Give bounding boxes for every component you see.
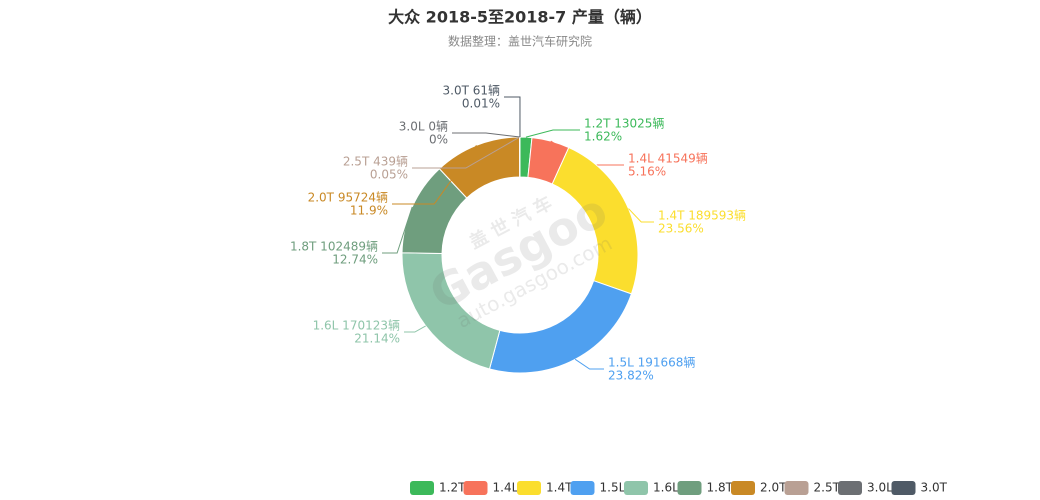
data-label: 2.0T 95724辆 [308, 191, 388, 205]
percent-label: 11.9% [350, 204, 388, 218]
percent-label: 23.82% [608, 369, 654, 383]
data-label: 3.0L 0辆 [399, 120, 448, 134]
legend-label: 1.2T [439, 481, 466, 495]
legend-label: 1.4T [546, 481, 573, 495]
data-label: 1.2T 13025辆 [584, 117, 664, 131]
legend-label: 1.8T [707, 481, 734, 495]
legend-swatch [463, 481, 488, 495]
legend-swatch [624, 481, 648, 495]
chart-subtitle: 数据整理：盖世汽车研究院 [448, 34, 592, 49]
leader-line [452, 132, 521, 138]
legend-swatch [410, 481, 434, 495]
data-label: 1.8T 102489辆 [290, 240, 378, 254]
legend-label: 1.4L [493, 481, 519, 495]
legend-swatch [677, 481, 702, 495]
data-label: 1.4T 189593辆 [658, 209, 746, 223]
leader-line [382, 206, 413, 254]
leader-line [525, 129, 580, 138]
percent-label: 0.01% [462, 97, 500, 111]
legend-swatch [891, 481, 916, 495]
legend-label: 3.0L [867, 481, 893, 495]
legend-label: 2.5T [814, 481, 841, 495]
leader-line [504, 96, 521, 137]
data-label: 1.5L 191668辆 [608, 356, 695, 370]
chart-title: 大众 2018-5至2018-7 产量（辆） [388, 8, 652, 27]
percent-label: 1.62% [584, 130, 622, 144]
percent-label: 23.56% [658, 222, 704, 236]
legend-swatch [517, 481, 541, 495]
data-label: 1.6L 170123辆 [313, 319, 400, 333]
data-label: 3.0T 61辆 [443, 84, 501, 98]
percent-label: 5.16% [628, 165, 666, 179]
leader-line [574, 358, 604, 370]
legend-label: 2.0T [760, 481, 787, 495]
legend-swatch [570, 481, 595, 495]
legend-label: 1.6L [653, 481, 679, 495]
legend-swatch [731, 481, 755, 495]
legend-swatch [784, 481, 809, 495]
legend-label: 3.0T [921, 481, 948, 495]
leader-line [412, 136, 520, 169]
leader-line [628, 208, 654, 223]
data-label: 2.5T 439辆 [343, 155, 408, 169]
leader-line [404, 325, 426, 333]
percent-label: 0.05% [370, 168, 408, 182]
legend-label: 1.5L [600, 481, 626, 495]
percent-label: 12.74% [332, 253, 378, 267]
data-label: 1.4L 41549辆 [628, 152, 708, 166]
percent-label: 21.14% [354, 332, 400, 346]
leader-line [392, 145, 477, 205]
percent-label: 0% [429, 133, 448, 147]
legend-swatch [838, 481, 862, 495]
